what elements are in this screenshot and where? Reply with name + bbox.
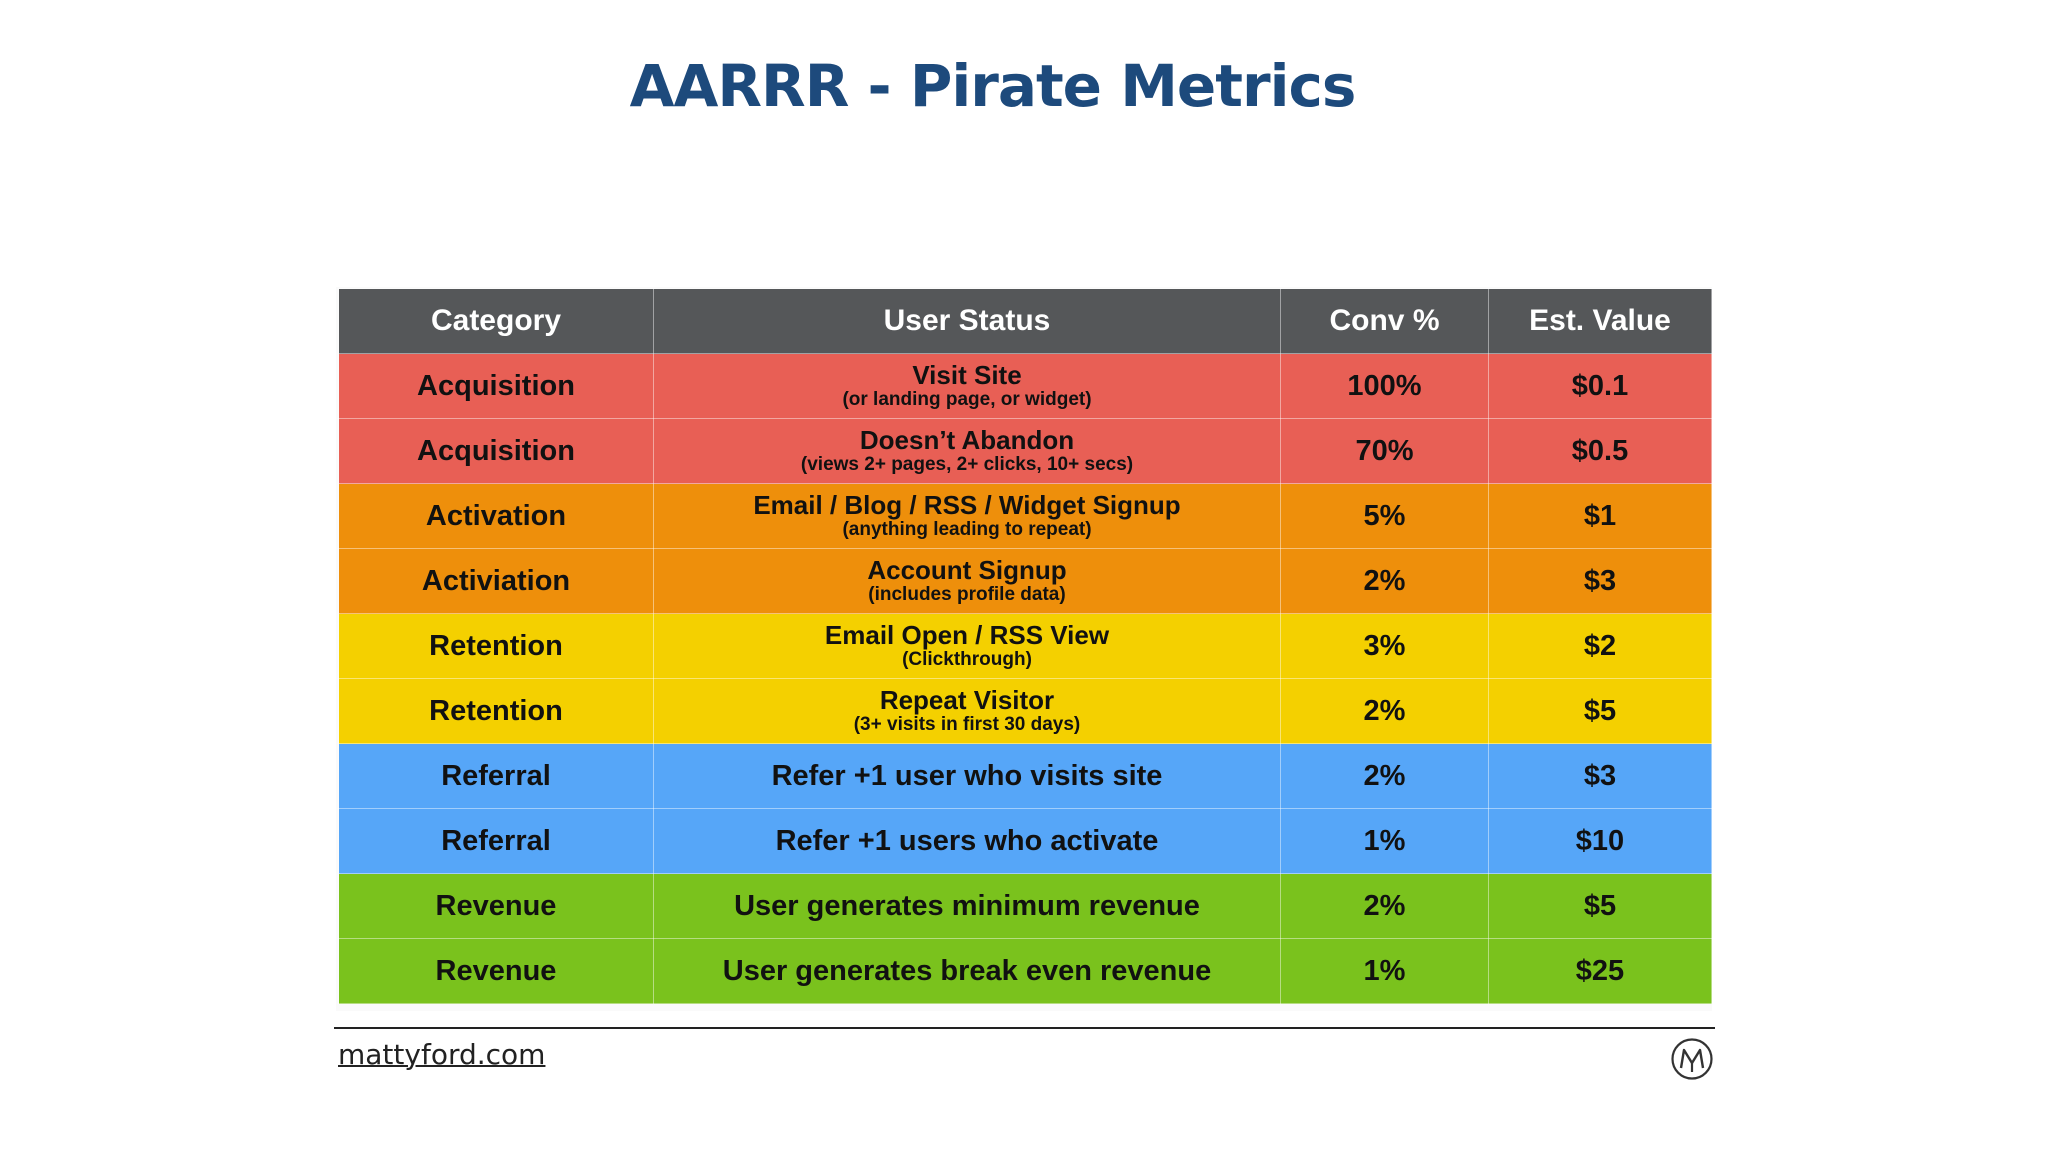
footer-divider: [334, 1027, 1715, 1029]
user-status-cell: Doesn’t Abandon (views 2+ pages, 2+ click…: [653, 418, 1281, 484]
user-status-note: (includes profile data): [868, 584, 1066, 605]
conversion-cell: 2%: [1280, 873, 1489, 939]
conversion-cell: 5%: [1280, 483, 1489, 549]
category-cell: Retention: [338, 678, 654, 744]
table-row: Acquisition Visit Site (or landing page, o…: [338, 353, 1712, 419]
est-value-cell: $0.1: [1488, 353, 1712, 419]
user-status-main: Repeat Visitor: [879, 685, 1055, 715]
category-cell: Revenue: [338, 938, 654, 1004]
category-cell: Revenue: [338, 873, 654, 939]
conversion-cell: 1%: [1280, 808, 1489, 874]
conversion-cell: 3%: [1280, 613, 1489, 679]
column-header-category: Category: [338, 288, 654, 354]
user-status-main: Visit Site: [912, 360, 1022, 390]
conversion-cell: 2%: [1280, 678, 1489, 744]
user-status-cell: User generates break even revenue: [653, 938, 1281, 1004]
category-cell: Acquisition: [338, 353, 654, 419]
category-cell: Activation: [338, 483, 654, 549]
table-row: Revenue User generates minimum revenue 2% $…: [338, 873, 1712, 939]
table-row: Revenue User generates break even revenue…: [338, 938, 1712, 1004]
user-status-main: Doesn’t Abandon: [859, 425, 1075, 455]
category-cell: Referral: [338, 743, 654, 809]
pirate-metrics-table: Category User Status Conv % Est. Value A…: [338, 288, 1712, 1004]
user-status-note: (3+ visits in first 30 days): [853, 714, 1081, 735]
user-status-cell: User generates minimum revenue: [653, 873, 1281, 939]
table-row: Activiation Account Signup (includes profi…: [338, 548, 1712, 614]
mattyford-monogram-icon: [1671, 1038, 1713, 1080]
est-value-cell: $3: [1488, 548, 1712, 614]
table-row: Referral Refer +1 users who activate 1% $10: [338, 808, 1712, 874]
table-row: Retention Email Open / RSS View (Clickthro…: [338, 613, 1712, 679]
user-status-main: Email / Blog / RSS / Widget Signup: [753, 490, 1181, 520]
est-value-cell: $2: [1488, 613, 1712, 679]
category-cell: Retention: [338, 613, 654, 679]
user-status-cell: Refer +1 user who visits site: [653, 743, 1281, 809]
table-row: Referral Refer +1 user who visits site 2% $…: [338, 743, 1712, 809]
user-status-cell: Repeat Visitor (3+ visits in first 30 day…: [653, 678, 1281, 744]
conversion-cell: 70%: [1280, 418, 1489, 484]
table-header-row: Category User Status Conv % Est. Value: [338, 288, 1712, 354]
slide-title: AARRR - Pirate Metrics: [629, 52, 1357, 120]
user-status-note: (Clickthrough): [902, 649, 1032, 670]
est-value-cell: $10: [1488, 808, 1712, 874]
user-status-main: Account Signup: [867, 555, 1067, 585]
column-header-conv: Conv %: [1280, 288, 1489, 354]
user-status-note: (views 2+ pages, 2+ clicks, 10+ secs): [800, 454, 1134, 475]
user-status-main: Email Open / RSS View: [824, 620, 1110, 650]
conversion-cell: 2%: [1280, 743, 1489, 809]
user-status-cell: Visit Site (or landing page, or widget): [653, 353, 1281, 419]
conversion-cell: 1%: [1280, 938, 1489, 1004]
user-status-cell: Email / Blog / RSS / Widget Signup (anyth…: [653, 483, 1281, 549]
table-row: Acquisition Doesn’t Abandon (views 2+ page…: [338, 418, 1712, 484]
user-status-cell: Account Signup (includes profile data): [653, 548, 1281, 614]
conversion-cell: 100%: [1280, 353, 1489, 419]
est-value-cell: $5: [1488, 678, 1712, 744]
user-status-note: (anything leading to repeat): [842, 519, 1092, 540]
footer-site-link[interactable]: mattyford.com: [338, 1038, 546, 1071]
column-header-est-value: Est. Value: [1488, 288, 1712, 354]
est-value-cell: $1: [1488, 483, 1712, 549]
table-row: Activation Email / Blog / RSS / Widget Si…: [338, 483, 1712, 549]
est-value-cell: $0.5: [1488, 418, 1712, 484]
category-cell: Acquisition: [338, 418, 654, 484]
est-value-cell: $25: [1488, 938, 1712, 1004]
category-cell: Activiation: [338, 548, 654, 614]
est-value-cell: $3: [1488, 743, 1712, 809]
column-header-user-status: User Status: [653, 288, 1281, 354]
user-status-cell: Email Open / RSS View (Clickthrough): [653, 613, 1281, 679]
user-status-note: (or landing page, or widget): [842, 389, 1092, 410]
user-status-cell: Refer +1 users who activate: [653, 808, 1281, 874]
category-cell: Referral: [338, 808, 654, 874]
est-value-cell: $5: [1488, 873, 1712, 939]
conversion-cell: 2%: [1280, 548, 1489, 614]
table-row: Retention Repeat Visitor (3+ visits in fir…: [338, 678, 1712, 744]
